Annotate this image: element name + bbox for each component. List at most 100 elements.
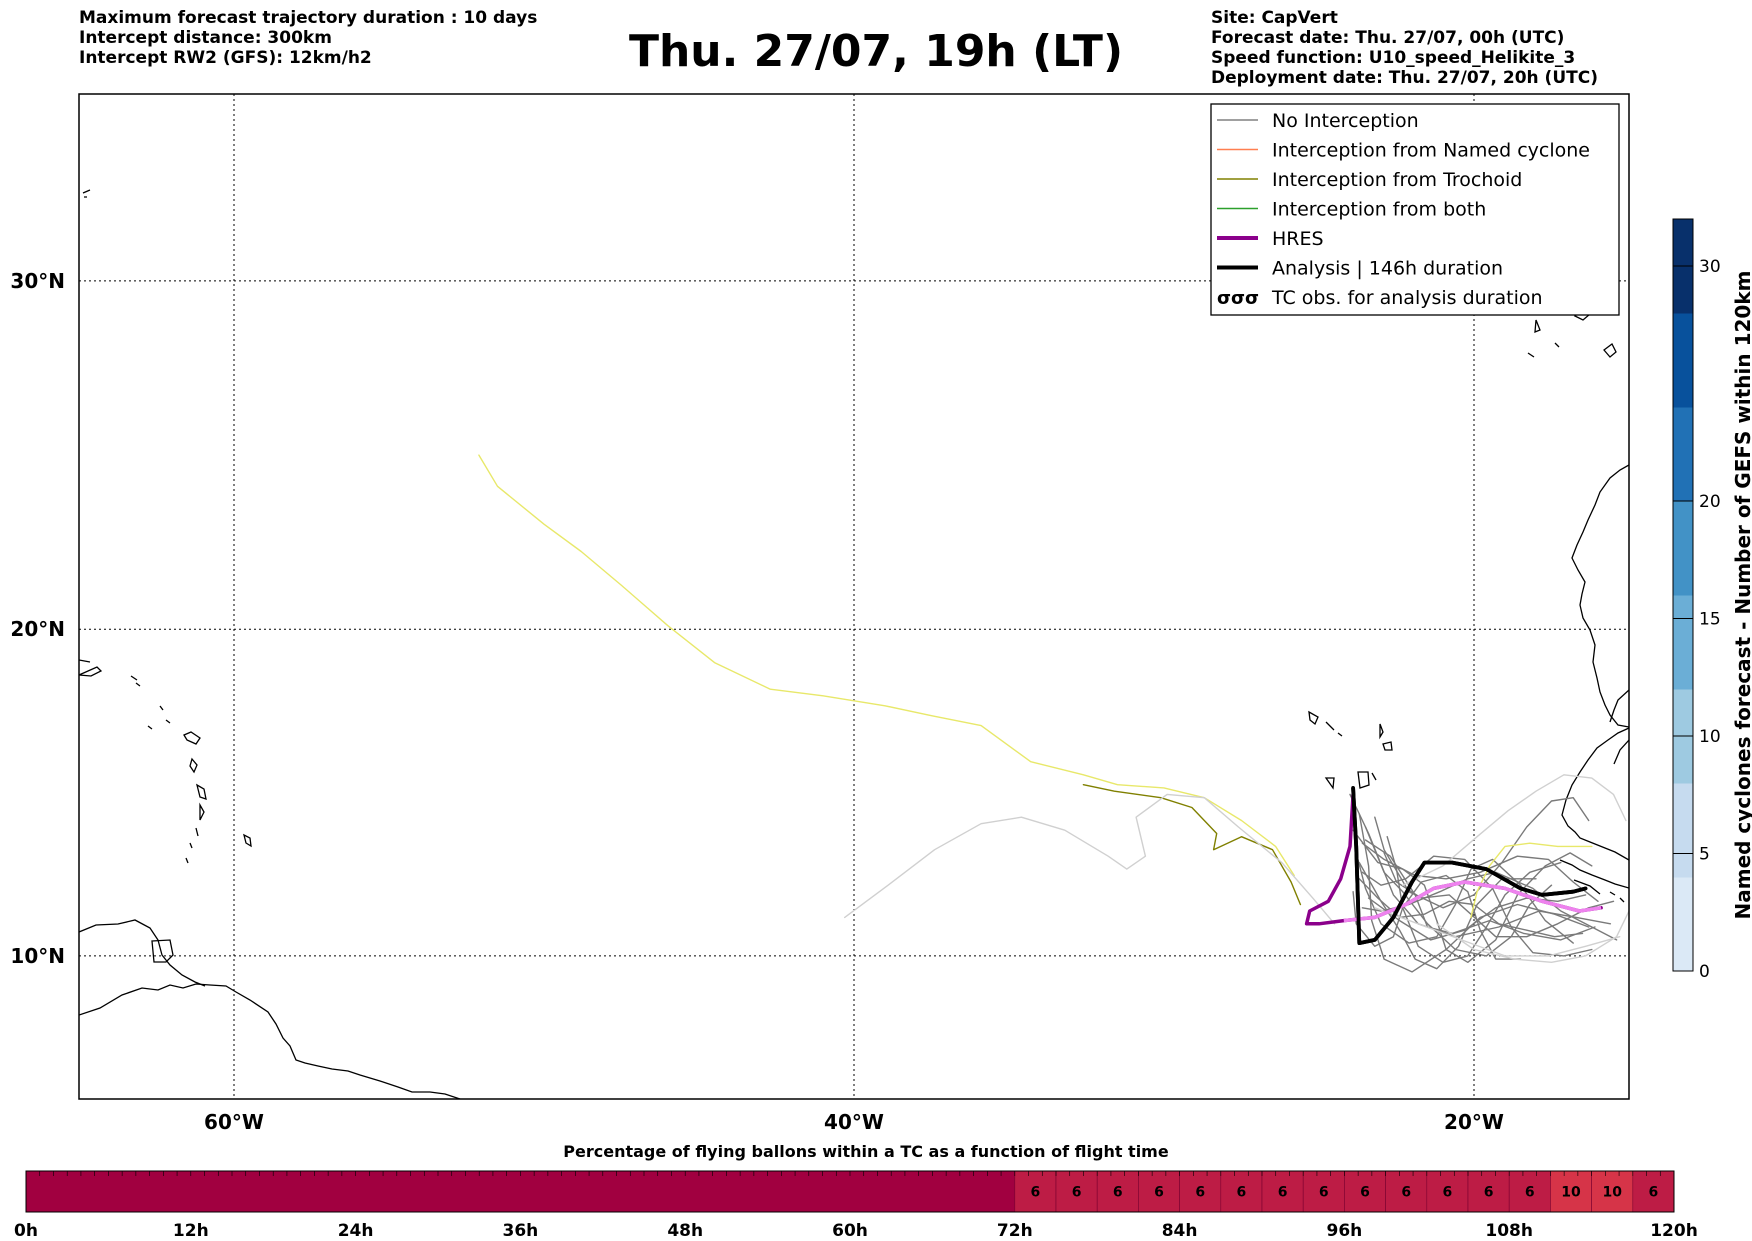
series-hres-tail: [1343, 880, 1602, 923]
flight-time-cell-label: 6: [1443, 1185, 1453, 1201]
legend-label: Interception from Trochoid: [1272, 169, 1522, 191]
coastline-virgin-islands: [130, 675, 141, 687]
colorbar-tick-label: 30: [1699, 257, 1721, 277]
colorbar-tick-label: 15: [1699, 610, 1721, 630]
colorbar-swatch: [1673, 501, 1693, 596]
colorbar-swatch: [1673, 783, 1693, 878]
colorbar-swatch: [1673, 595, 1693, 690]
series-ensemble-member: [1364, 826, 1553, 957]
coastline-st-lucia: [199, 802, 205, 821]
trajectories: [478, 454, 1629, 973]
legend-item: σσσ TC obs. for analysis duration: [1217, 287, 1543, 309]
flight-time-cell: [1096, 1170, 1139, 1213]
coastline-trinidad: [151, 939, 174, 963]
coastline-gambia-guinea: [1559, 859, 1629, 895]
flight-time-cell-label: 6: [1072, 1185, 1082, 1201]
coastline-cape-verde-7: [1371, 772, 1377, 781]
series-ensemble-member: [1401, 774, 1627, 886]
flight-time-tick-label: 108h: [1485, 1221, 1533, 1241]
series-ensemble-member: [1374, 907, 1621, 957]
flight-time-tick-label: 120h: [1650, 1221, 1698, 1241]
flight-time-cell: [1014, 1170, 1057, 1213]
header-line-speed-function: Speed function: U10_speed_Helikite_3: [1211, 48, 1576, 68]
flight-time-cell: [1632, 1170, 1675, 1213]
coastlines: [79, 189, 1629, 1099]
coastline-barbados: [243, 833, 252, 848]
legend-item: Interception from both: [1217, 199, 1486, 221]
coastline-puerto-rico: [79, 666, 103, 677]
flight-time-bar-title: Percentage of flying ballons within a TC…: [563, 1142, 1169, 1161]
y-tick-label: 30°N: [10, 269, 65, 293]
series-ensemble-member: [1436, 910, 1629, 963]
coastline-grenadines: [185, 827, 199, 864]
x-tick-label: 20°W: [1444, 1110, 1504, 1134]
header-info-right: Site: CapVert Forecast date: Thu. 27/07,…: [1211, 8, 1598, 88]
flight-time-tick-label: 84h: [1162, 1221, 1198, 1241]
coastline-guadeloupe: [183, 731, 201, 745]
flight-time-bar-ticks: 0h 12h 24h 36h 48h 60h 72h 84h 96h 108h 120h: [14, 1221, 1698, 1241]
colorbar-title: Named cyclones forecast - Number of GEFS…: [1731, 271, 1752, 920]
colorbar-ticks: 0 5 10 15 20 30: [1673, 257, 1721, 982]
series-ensemble-member: [1367, 894, 1587, 941]
plot-frame: [78, 93, 1630, 1100]
header-line-deployment-date: Deployment date: Thu. 27/07, 20h (UTC): [1211, 68, 1598, 88]
coastline-cape-verde-5: [1324, 777, 1335, 790]
y-tick-label: 10°N: [10, 944, 65, 968]
colorbar: 0 5 10 15 20 30 Named cyclones forecast - Num…: [1672, 218, 1752, 982]
flight-time-cell-label: 6: [1154, 1185, 1164, 1201]
coastline-senegal: [1561, 727, 1629, 861]
legend-label: No Interception: [1272, 110, 1419, 132]
coastline-venezuela-east: [79, 919, 206, 987]
series-ensemble-member: [1386, 836, 1562, 963]
header-line-site: Site: CapVert: [1211, 8, 1338, 28]
coastline-canary-2: [1603, 343, 1617, 358]
flight-time-tick-label: 24h: [338, 1221, 374, 1241]
series-ensemble-member: [478, 454, 1295, 877]
series-ensemble-member: [1082, 784, 1302, 906]
flight-time-cell-label: 6: [1649, 1185, 1659, 1201]
coastline-martinique: [195, 783, 207, 800]
flight-time-cell: [1302, 1170, 1345, 1213]
coastline-south-america: [79, 983, 461, 1099]
header-line-distance: Intercept distance: 300km: [79, 28, 332, 48]
flight-time-cell-label: 6: [1360, 1185, 1370, 1201]
series-ensemble-member: [1358, 878, 1584, 938]
flight-time-cell-label: 10: [1561, 1185, 1581, 1201]
coastline-bissagos: [1609, 891, 1625, 903]
flight-time-cell: [1138, 1170, 1180, 1213]
legend-item: Interception from Trochoid: [1217, 169, 1522, 191]
coastline-cape-verde-4: [1382, 741, 1393, 751]
colorbar-tick-label: 20: [1699, 492, 1721, 512]
flight-time-cell-label: 6: [1237, 1185, 1247, 1201]
header-line-duration: Maximum forecast trajectory duration : 1…: [79, 8, 538, 28]
page-title: Thu. 27/07, 19h (LT): [628, 26, 1124, 77]
series-ensemble-member: [1358, 813, 1590, 973]
flight-time-bar: Percentage of flying ballons within a TC…: [14, 1142, 1698, 1241]
flight-time-cell: [25, 1170, 1016, 1213]
x-tick-label: 40°W: [824, 1110, 884, 1134]
coastline-small-antilles: [147, 705, 171, 730]
colorbar-tick-label: 0: [1699, 962, 1710, 982]
colorbar-tick-label: 5: [1699, 845, 1710, 865]
series-ensemble-member: [1470, 842, 1593, 919]
colorbar-swatch: [1673, 313, 1693, 408]
colorbar-swatch: [1673, 877, 1693, 972]
flight-time-tick-label: 36h: [503, 1221, 539, 1241]
header-line-rw2: Intercept RW2 (GFS): 12km/h2: [79, 48, 372, 68]
header-line-forecast-date: Forecast date: Thu. 27/07, 00h (UTC): [1211, 28, 1565, 48]
flight-time-cell-label: 6: [1525, 1185, 1535, 1201]
flight-time-tick-label: 72h: [997, 1221, 1033, 1241]
coastline-cape-verde-3: [1379, 723, 1384, 740]
coastline-madeira: [82, 189, 91, 198]
coastline-dominica: [189, 757, 198, 774]
header-info-left: Maximum forecast trajectory duration : 1…: [79, 8, 537, 68]
coastline-hispaniola-east: [79, 659, 91, 663]
legend-item: No Interception: [1217, 110, 1419, 132]
x-tick-label: 60°W: [204, 1110, 264, 1134]
legend-item: Interception from Named cyclone: [1217, 140, 1590, 162]
y-tick-label: 20°N: [10, 617, 65, 641]
flight-time-bar-cells: 6 6 6 6 6 6 6 6 6 6 6 6 6 10 10 6: [25, 1170, 1675, 1213]
flight-time-tick-label: 96h: [1327, 1221, 1363, 1241]
coastline-cape-verde-2: [1325, 721, 1343, 737]
series-ensemble-member: [1352, 874, 1522, 960]
